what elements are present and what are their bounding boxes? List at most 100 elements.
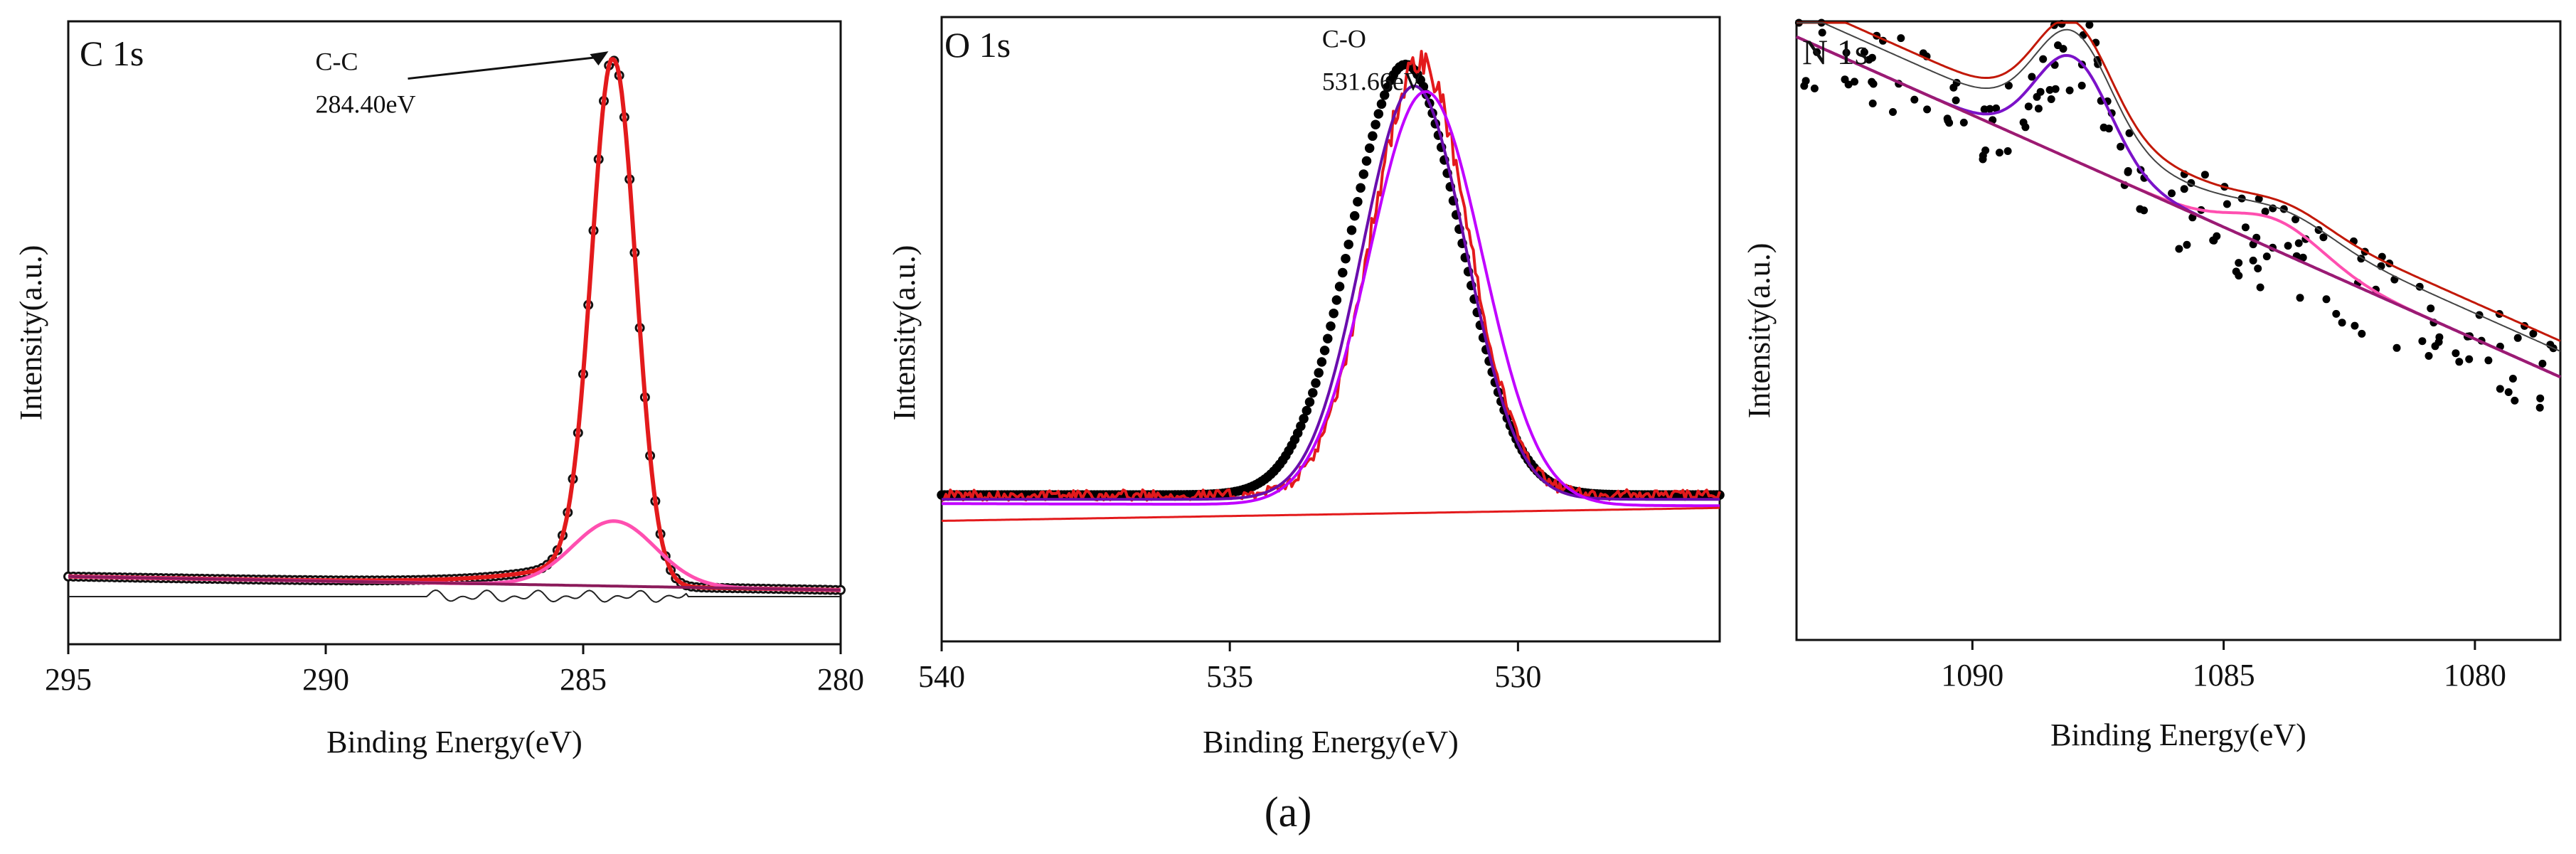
n1s-data-point <box>2124 167 2132 175</box>
o1s-data-point <box>1376 99 1387 110</box>
n1s-data-point <box>2021 123 2030 132</box>
n1s-data-point <box>2054 41 2062 50</box>
n1s-data-point <box>1865 55 1873 64</box>
c1s-annotation-label: C-C <box>316 48 358 76</box>
o1s-data-point <box>1338 267 1348 278</box>
n1s-data-point <box>2425 352 2433 360</box>
c1s-background-series <box>68 575 841 592</box>
o1s-data-point <box>1311 378 1321 388</box>
o1s-x-tick-label: 530 <box>1494 659 1541 694</box>
o1s-series-group <box>937 50 1725 522</box>
n1s-x-tick-label: 1090 <box>1941 658 2003 693</box>
o1s-annotation-value: 531.66eV <box>1322 67 1422 95</box>
n1s-data-point <box>2039 55 2048 63</box>
n1s-data-point <box>2319 233 2328 242</box>
n1s-data-point <box>2235 259 2243 267</box>
figure-caption: (a) <box>1265 789 1312 836</box>
n1s-data-point <box>1959 118 1968 127</box>
n1s-x-ticks: 1090 1085 1080 <box>1941 640 2506 693</box>
o1s-annotation-label: C-O <box>1322 24 1366 53</box>
n1s-data-point <box>2256 283 2264 292</box>
n1s-data-point <box>1923 105 1932 114</box>
n1s-data-point <box>1995 149 2003 157</box>
o1s-data-point <box>1371 119 1380 129</box>
n1s-data-point <box>2322 295 2331 304</box>
n1s-data-point <box>1980 105 1989 114</box>
n1s-plot-frame <box>1795 20 2562 641</box>
o1s-data-point <box>1368 131 1378 142</box>
o1s-data-point <box>1358 169 1369 179</box>
n1s-data-point <box>1992 104 2001 112</box>
o1s-data-point <box>1314 368 1324 378</box>
n1s-data-point <box>1842 48 1851 57</box>
n1s-data-point <box>2045 86 2054 94</box>
n1s-data-point <box>1851 78 1858 86</box>
o1s-data-point <box>1299 414 1309 424</box>
c1s-y-axis-label: Intensity(a.u.) <box>14 245 48 421</box>
n1s-data-point <box>1869 80 1878 88</box>
n1s-data-point <box>2452 349 2460 358</box>
n1s-data-point <box>2299 253 2307 262</box>
n1s-data-point <box>2004 81 2013 90</box>
n1s-data-point <box>2125 129 2134 137</box>
n1s-panel: 1090 1085 1080 N 1s Binding Energy(eV) Int… <box>1742 18 2562 752</box>
o1s-annotations: C-O 531.66eV <box>1322 24 1422 95</box>
n1s-data-point <box>2351 321 2359 330</box>
n1s-data-point <box>2358 329 2366 338</box>
o1s-x-axis-label: Binding Energy(eV) <box>1203 725 1459 759</box>
n1s-data-point <box>2085 21 2094 29</box>
n1s-data-point <box>2255 195 2263 203</box>
o1s-y-axis-label: Intensity(a.u.) <box>887 245 922 421</box>
n1s-data-point <box>2175 245 2183 253</box>
n1s-data-point <box>1844 80 1853 89</box>
n1s-data-point <box>1952 96 1960 105</box>
n1s-x-axis-label: Binding Energy(eV) <box>2050 717 2306 752</box>
c1s-x-tick-label: 285 <box>560 662 607 697</box>
o1s-data-point <box>1319 346 1330 356</box>
n1s-data-point <box>2296 294 2304 302</box>
n1s-fit-series <box>1797 21 2561 342</box>
n1s-data-point <box>1979 155 1987 164</box>
n1s-data-point <box>1981 146 1990 154</box>
n1s-data-point <box>2028 73 2036 81</box>
n1s-data-point <box>2254 265 2262 273</box>
n1s-data-point <box>2051 85 2060 93</box>
n1s-data-point <box>2284 242 2292 250</box>
n1s-data-point <box>2180 185 2188 193</box>
n1s-background-series <box>1796 35 2561 379</box>
o1s-baseline-series <box>941 506 1720 522</box>
o1s-data-point <box>1316 357 1327 367</box>
n1s-data-point <box>2065 86 2074 95</box>
n1s-data-point <box>2484 356 2493 365</box>
n1s-data-point <box>2210 236 2218 245</box>
o1s-data-point <box>1326 321 1336 331</box>
n1s-data-point <box>2183 240 2191 249</box>
o1s-data-point <box>1323 333 1333 343</box>
n1s-data-point <box>2496 385 2504 393</box>
c1s-plot-frame <box>67 20 842 646</box>
n1s-data-point <box>2241 223 2250 232</box>
n1s-sum-series <box>1797 22 2561 352</box>
n1s-data-point <box>1800 82 1809 90</box>
n1s-data-point <box>2223 200 2231 208</box>
n1s-data-point <box>2393 343 2401 352</box>
c1s-x-axis-label: Binding Energy(eV) <box>326 725 582 759</box>
o1s-data-point <box>1356 183 1366 193</box>
n1s-data-point <box>2235 272 2243 280</box>
o1s-plot-frame <box>940 16 1721 643</box>
n1s-data-point <box>2511 396 2519 405</box>
o1s-data-point <box>1349 210 1360 221</box>
o1s-panel-title: O 1s <box>944 25 1011 65</box>
o1s-data-point <box>1308 388 1318 398</box>
n1s-data-point <box>2117 142 2125 151</box>
n1s-data-point <box>2427 304 2435 313</box>
n1s-panel-title: N 1s <box>1802 32 1868 72</box>
n1s-data-point <box>2136 205 2144 213</box>
o1s-data-point <box>1353 196 1363 207</box>
c1s-panel: 295 290 285 280 C-C 284.40eV C 1s Binding En… <box>14 20 864 759</box>
o1s-data-point <box>1361 156 1372 166</box>
n1s-data-point <box>2536 394 2545 402</box>
n1s-data-point <box>2292 215 2299 223</box>
n1s-data-point <box>1944 117 1952 124</box>
